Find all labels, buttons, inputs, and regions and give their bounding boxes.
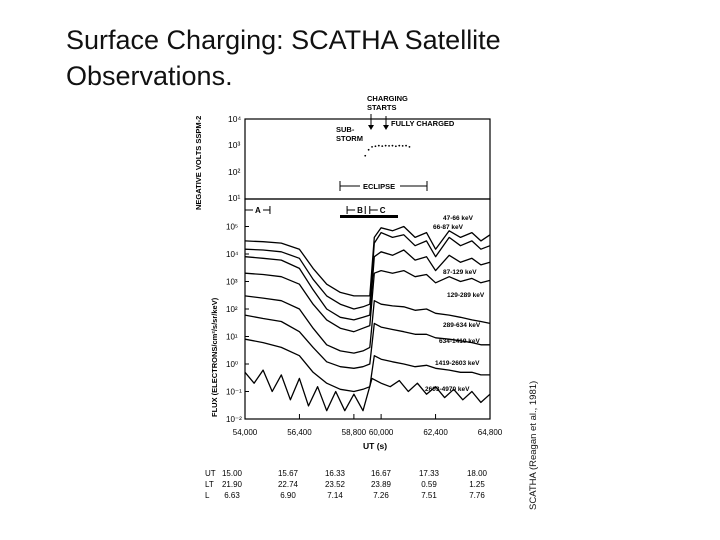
period-label: B <box>357 206 363 215</box>
period-label: C <box>380 206 386 215</box>
orbit-cell: 16.67 <box>371 469 392 478</box>
flux-xtick-label: 64,800 <box>478 428 503 437</box>
voltage-point <box>398 144 401 147</box>
series-label: 289-634 keV <box>443 322 481 329</box>
figure-svg: NEGATIVE VOLTS SSPM-2 10⁴ 10³ 10² 10¹ CH… <box>194 94 503 500</box>
period-markers: A B C <box>244 206 386 215</box>
scatha-figure: NEGATIVE VOLTS SSPM-2 10⁴ 10³ 10² 10¹ CH… <box>194 92 505 512</box>
orbit-cell: 0.59 <box>421 480 437 489</box>
period-label: A <box>255 206 261 215</box>
flux-ytick-label: 10⁰ <box>226 360 238 369</box>
flux-xtick-label: 62,400 <box>423 428 448 437</box>
flux-series-labels: 47-66 keV 66-87 keV 87-129 keV 129-289 keV 2… <box>425 215 485 393</box>
orbit-cell: 7.51 <box>421 491 437 500</box>
orbit-cell: 21.90 <box>222 480 243 489</box>
substorm-label-2: STORM <box>336 134 363 143</box>
charging-starts-label-2: STARTS <box>367 103 396 112</box>
series-label: 129-289 keV <box>447 292 485 299</box>
voltage-point <box>381 145 384 148</box>
flux-xtick-label: 54,000 <box>233 428 258 437</box>
flux-series-line <box>244 369 491 412</box>
voltage-point <box>377 144 380 147</box>
voltage-ytick: 10³ <box>228 140 240 150</box>
orbit-cell: 23.52 <box>325 480 346 489</box>
orbit-cell: 15.67 <box>278 469 299 478</box>
orbit-cell: 18.00 <box>467 469 488 478</box>
flux-ytick-label: 10³ <box>226 278 238 287</box>
charging-starts-label-1: CHARGING <box>367 94 408 103</box>
voltage-point <box>401 145 404 147</box>
flux-series-line <box>244 338 490 393</box>
series-label: 87-129 keV <box>443 269 477 276</box>
voltage-point <box>367 148 370 151</box>
flux-xlabel: UT (s) <box>363 441 387 451</box>
orbit-cell: 22.74 <box>278 480 299 489</box>
voltage-ylabel: NEGATIVE VOLTS SSPM-2 <box>195 116 203 210</box>
orbit-row-label: L <box>205 491 210 500</box>
flux-ytick-label: 10² <box>226 305 238 314</box>
flux-ytick-label: 10⁻² <box>226 415 242 424</box>
series-label: 47-66 keV <box>443 215 474 222</box>
orbit-cell: 15.00 <box>222 469 243 478</box>
flux-ylabel: FLUX (ELECTRONS/cm²/s/sr/keV) <box>210 297 219 417</box>
orbit-cell: 6.90 <box>280 491 296 500</box>
figure-credit: SCATHA (Reagan et al., 1981) <box>528 380 539 510</box>
eclipse-label: ECLIPSE <box>363 182 395 191</box>
voltage-ytick: 10¹ <box>228 193 240 203</box>
voltage-point <box>394 145 397 148</box>
flux-ytick-label: 10⁴ <box>226 250 239 259</box>
orbit-cell: 7.26 <box>373 491 389 500</box>
voltage-point <box>364 154 367 157</box>
flux-ytick-label: 10⁻¹ <box>226 388 242 397</box>
orbit-cell: 7.76 <box>469 491 485 500</box>
flux-series-line <box>244 225 491 297</box>
series-label: 2603-4970 keV <box>425 386 470 393</box>
voltage-panel: NEGATIVE VOLTS SSPM-2 10⁴ 10³ 10² 10¹ CH… <box>194 94 491 210</box>
orbit-table: UT 15.00 15.67 16.33 16.67 17.33 18.00 LT 21.90 2… <box>205 469 488 500</box>
voltage-ytick: 10⁴ <box>228 114 241 124</box>
period-c-bar <box>340 215 398 218</box>
charging-starts-arrowhead <box>368 125 374 130</box>
orbit-cell: 1.25 <box>469 480 485 489</box>
orbit-cell: 17.33 <box>419 469 440 478</box>
series-label: 1419-2603 keV <box>435 360 480 367</box>
series-label: 634-1419 keV <box>439 338 481 345</box>
fully-charged-label: FULLY CHARGED <box>391 119 455 128</box>
eclipse-label-bg <box>360 180 400 191</box>
orbit-cell: 6.63 <box>224 491 240 500</box>
slide-title: Surface Charging: SCATHA Satellite Obser… <box>66 25 501 91</box>
voltage-ytick: 10² <box>228 167 240 177</box>
voltage-point <box>388 145 390 147</box>
orbit-cell: 23.89 <box>371 480 392 489</box>
flux-yticks: 10⁵ 10⁴ 10³ 10² 10¹ 10⁰ 10⁻¹ 10⁻² <box>226 223 249 424</box>
flux-series-line <box>244 295 491 354</box>
voltage-point <box>391 144 394 147</box>
flux-ytick-label: 10⁵ <box>226 223 238 232</box>
orbit-cell: 7.14 <box>327 491 343 500</box>
flux-series-group <box>244 225 491 412</box>
flux-ytick-label: 10¹ <box>226 333 238 342</box>
voltage-point <box>384 144 387 147</box>
voltage-point <box>371 145 373 148</box>
substorm-label-1: SUB- <box>336 125 355 134</box>
flux-series-line <box>244 231 491 310</box>
flux-xtick-label: 56,400 <box>287 428 312 437</box>
voltage-point <box>408 145 411 148</box>
flux-xtick-label: 60,000 <box>369 428 394 437</box>
flux-series-line <box>244 269 491 333</box>
orbit-row-label: LT <box>205 480 214 489</box>
flux-panel: FLUX (ELECTRONS/cm²/s/sr/keV) 10⁵10⁴10³1… <box>210 198 503 451</box>
orbit-row-label: UT <box>205 469 216 478</box>
flux-xticks: 54,000 56,400 58,800 60,000 62,400 64,800 <box>233 414 503 437</box>
flux-series-line <box>244 314 490 369</box>
fully-charged-arrowhead <box>383 125 389 130</box>
flux-xtick-label: 58,800 <box>342 428 367 437</box>
orbit-cell: 16.33 <box>325 469 346 478</box>
voltage-point <box>405 144 407 147</box>
series-label: 66-87 keV <box>433 224 464 231</box>
flux-series-line <box>244 249 491 321</box>
voltage-point <box>374 145 377 148</box>
voltage-series <box>364 144 411 157</box>
